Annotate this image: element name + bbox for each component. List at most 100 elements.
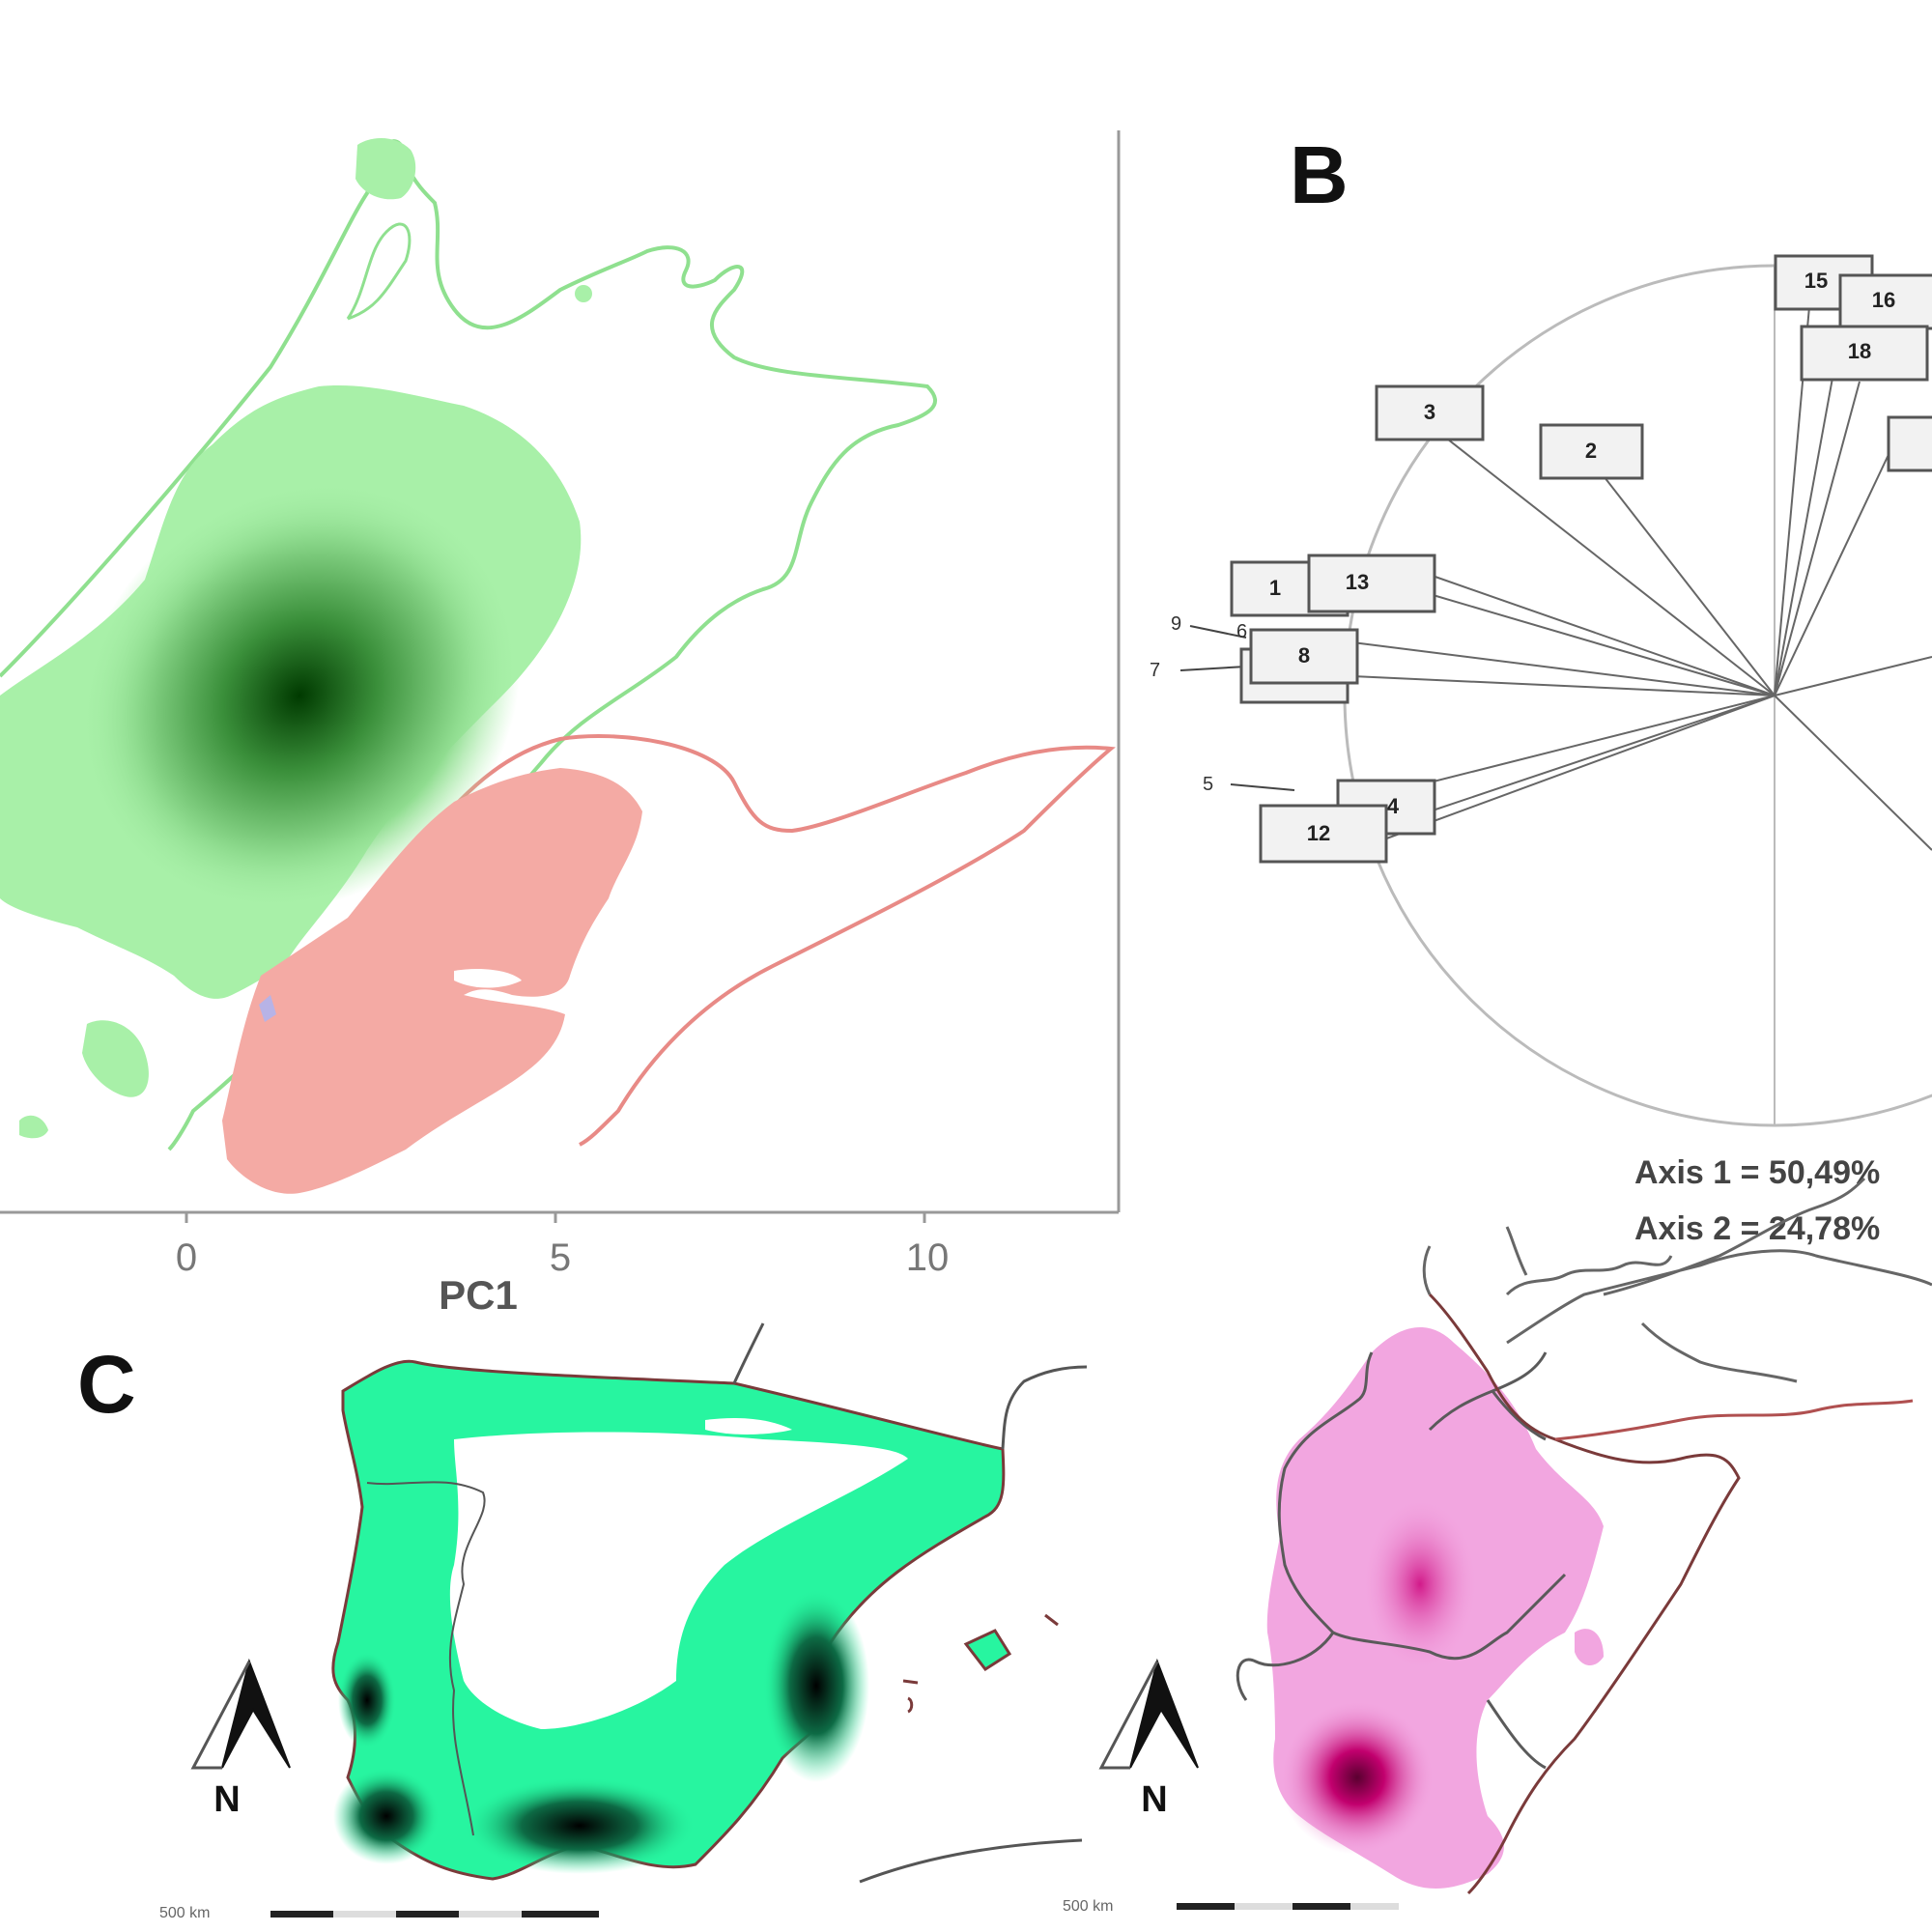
x-tick-label-5: 5: [550, 1236, 571, 1279]
iberia-hotspot-southwest: [333, 1768, 440, 1864]
variable-box-partial: [1887, 415, 1932, 472]
svg-text:12: 12: [1307, 821, 1330, 845]
arrow-line-7: [1179, 666, 1247, 671]
maps-panel: C N 500 km: [77, 1177, 1932, 1921]
panel-label-c: C: [77, 1339, 136, 1430]
north-label-left: N: [213, 1779, 240, 1820]
arabia-coast-red: [1554, 1399, 1914, 1441]
green-density-top: [355, 138, 416, 200]
red-density-region: [222, 768, 642, 1194]
red-density-notch: [454, 969, 522, 988]
iberia-internal-border: [366, 1481, 486, 1836]
svg-text:2: 2: [1585, 439, 1597, 463]
north-arrow-outline: [190, 1661, 251, 1770]
arrow-label-9: 9: [1171, 613, 1181, 635]
scale-segment: [1235, 1903, 1293, 1910]
vector: [1429, 695, 1776, 812]
north-label-right: N: [1141, 1779, 1167, 1820]
loading-vectors: [1351, 284, 1932, 851]
vector: [1351, 675, 1776, 696]
correlation-circle-panel: B 9 7 5 6: [1150, 129, 1932, 1247]
vector: [1429, 424, 1776, 696]
svg-text:8: 8: [1298, 643, 1310, 668]
balearic-island-small: [902, 1613, 1059, 1714]
svg-text:3: 3: [1424, 400, 1435, 424]
iberia-unsuitable-area: [449, 1432, 908, 1729]
arrow-line-9: [1189, 625, 1247, 639]
scale-segment: [333, 1911, 396, 1918]
vector: [1774, 656, 1932, 696]
iberia-map: [331, 1322, 1088, 1884]
vector: [1774, 695, 1932, 851]
vector: [1429, 593, 1776, 696]
arrow-line-5: [1230, 783, 1295, 791]
scale-bar-left: 500 km: [159, 1905, 599, 1921]
arrow-label-7: 7: [1150, 660, 1160, 681]
africa-coastline: [1428, 1293, 1741, 1895]
green-envelope-inner: [346, 222, 412, 321]
variable-box-3: 3: [1375, 384, 1485, 441]
africa-borders: [1236, 1351, 1567, 1770]
north-arrow-icon: [1129, 1658, 1199, 1769]
green-density-core: [78, 480, 521, 911]
green-density-dot: [575, 285, 592, 302]
africa-suitability-patch: [1575, 1629, 1604, 1666]
scale-segment: [1177, 1903, 1235, 1910]
panel-label-b: B: [1290, 129, 1349, 220]
scale-segment: [396, 1911, 459, 1918]
north-africa-coast: [859, 1838, 1083, 1884]
scale-segment: [1350, 1903, 1399, 1910]
svg-text:15: 15: [1804, 269, 1828, 293]
east-africa-map: [1236, 1177, 1932, 1895]
vector: [1774, 443, 1894, 696]
balearic-island: [963, 1629, 1012, 1672]
overlap-region: [259, 995, 276, 1022]
africa-hotspot-central: [1362, 1497, 1478, 1671]
green-density-fragment: [82, 1020, 149, 1097]
variable-box-16: 16: [1838, 273, 1932, 330]
vector: [1429, 574, 1776, 696]
arrow-label-6: 6: [1236, 621, 1247, 642]
svg-text:13: 13: [1346, 570, 1369, 594]
vector: [1351, 641, 1776, 696]
x-tick-label-0: 0: [176, 1236, 197, 1279]
vector: [1380, 695, 1776, 841]
scale-segment: [459, 1911, 522, 1918]
scale-segment: [270, 1911, 333, 1918]
x-tick-label-10: 10: [906, 1236, 950, 1279]
arabia-lines: [1422, 1177, 1932, 1383]
green-density-fragment-small: [19, 1115, 48, 1139]
iberia-hotspot-east: [763, 1589, 869, 1782]
variable-box-18: 18: [1800, 325, 1929, 382]
scale-bar-right: 500 km: [1063, 1898, 1399, 1915]
vector: [1593, 463, 1776, 696]
scale-label-left: 500 km: [159, 1905, 210, 1921]
north-arrow-right: N: [1098, 1658, 1199, 1820]
north-arrow-left: N: [190, 1658, 291, 1820]
variable-box-8: 8: [1249, 628, 1359, 685]
x-axis-label: PC1: [439, 1272, 518, 1318]
variable-box-12: 12: [1259, 804, 1388, 864]
north-arrow-icon: [221, 1658, 291, 1769]
north-arrow-outline: [1098, 1661, 1159, 1770]
iberia-north-white: [705, 1418, 792, 1435]
vector: [1429, 695, 1776, 783]
arrow-label-5: 5: [1203, 774, 1213, 795]
scale-segment: [522, 1911, 599, 1918]
vector: [1774, 381, 1861, 696]
axis-1-variance: Axis 1 = 50,49%: [1634, 1154, 1880, 1191]
pca-niche-plot: 0 5 10 PC1: [0, 130, 1121, 1318]
africa-hotspot-south: [1280, 1700, 1435, 1855]
variable-box-2: 2: [1539, 423, 1644, 480]
svg-text:4: 4: [1387, 794, 1400, 818]
scale-segment: [1293, 1903, 1350, 1910]
scale-label-right: 500 km: [1063, 1898, 1113, 1915]
svg-text:1: 1: [1269, 576, 1281, 600]
iberia-hotspot-south: [464, 1777, 696, 1874]
iberia-hotspot-west: [338, 1652, 396, 1748]
variable-box-13: 13: [1307, 554, 1436, 613]
france-border: [732, 1322, 1088, 1450]
svg-text:18: 18: [1848, 339, 1871, 363]
svg-text:16: 16: [1872, 288, 1895, 312]
